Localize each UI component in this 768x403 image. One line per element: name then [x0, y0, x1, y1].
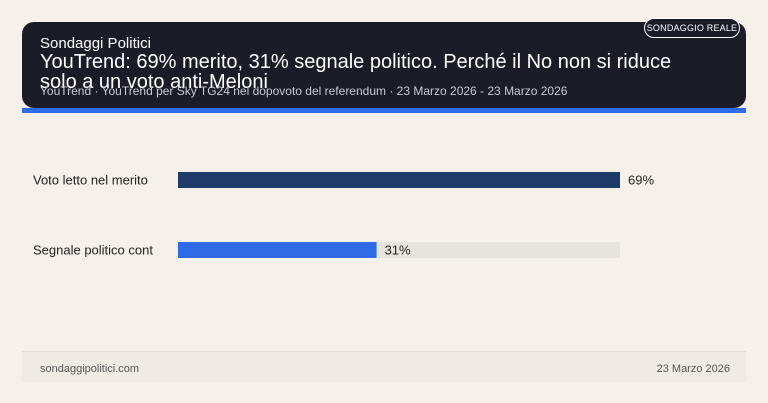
category-label-voto-letto-nel-merito: Voto letto nel merito	[33, 173, 148, 188]
status-badge: SONDAGGIO REALE	[644, 18, 740, 38]
value-label-voto-letto-nel-merito: 69%	[628, 173, 654, 188]
value-label-segnale-politico-cont: 31%	[385, 243, 411, 258]
header-panel: Sondaggi Politici YouTrend: 69% merito, …	[22, 22, 746, 108]
footer-date: 23 Marzo 2026	[656, 363, 730, 375]
category-label-segnale-politico-cont: Segnale politico cont	[33, 243, 153, 258]
chart-subtitle: YouTrend · YouTrend per Sky TG24 nel dop…	[40, 84, 568, 98]
bar-segnale-politico-cont	[178, 242, 377, 258]
footer: sondaggipolitici.com 23 Marzo 2026	[22, 351, 746, 382]
chart-title: YouTrend: 69% merito, 31% segnale politi…	[40, 51, 672, 93]
header-divider	[22, 108, 746, 113]
brand-name: Sondaggi Politici	[40, 35, 151, 52]
footer-site: sondaggipolitici.com	[40, 363, 140, 375]
bar-voto-letto-nel-merito	[178, 172, 620, 188]
